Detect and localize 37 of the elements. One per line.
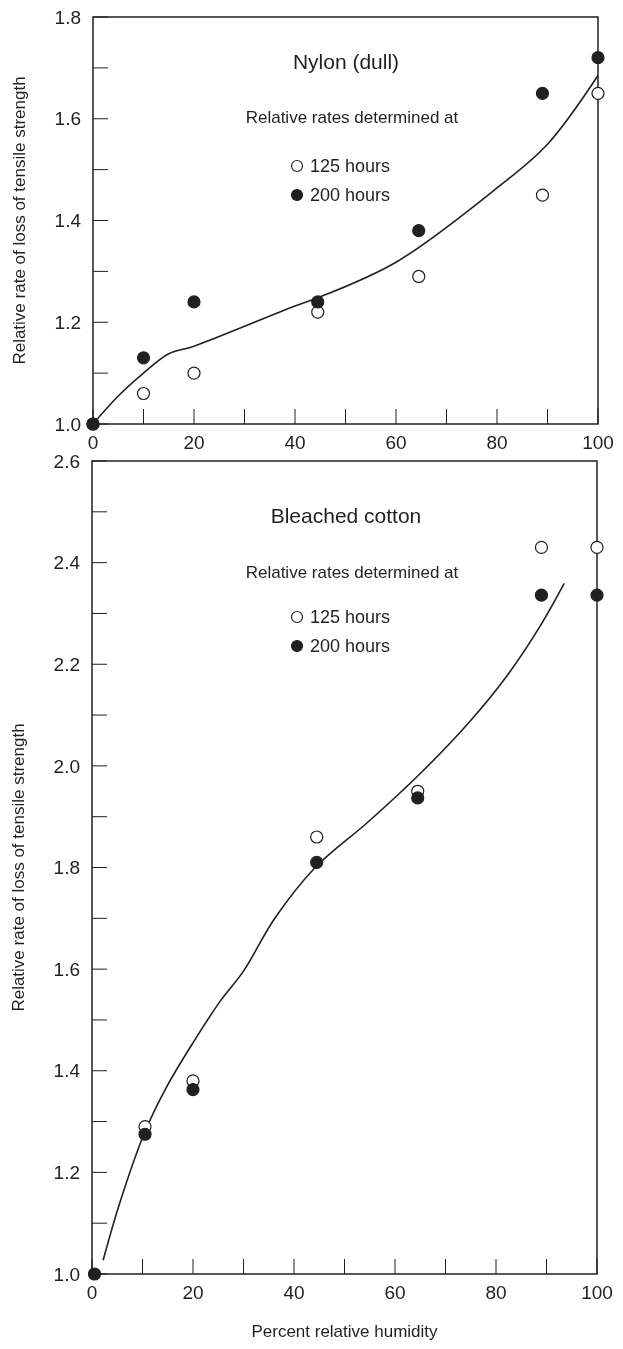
y-axis-title: Relative rate of loss of tensile strength	[10, 76, 29, 365]
y-tick-label: 1.4	[54, 210, 82, 232]
x-tick-label: 60	[385, 432, 407, 453]
legend-title: Relative rates determined at	[245, 108, 459, 127]
x-tick-label: 20	[183, 432, 205, 453]
y-tick-label: 1.2	[54, 311, 81, 333]
x-tick-label: 40	[283, 1282, 305, 1303]
y-tick-label: 1.6	[54, 108, 81, 130]
x-tick-label: 40	[284, 432, 306, 453]
y-tick-label: 2.2	[53, 653, 80, 675]
y-tick-label: 2.4	[53, 552, 81, 574]
y-tick-label: 1.8	[54, 6, 81, 28]
y-tick-label: 1.6	[53, 958, 80, 980]
text: Nylon (dull)	[292, 50, 400, 73]
x-tick-label: 100	[582, 432, 614, 453]
text: Bleached cotton	[270, 504, 422, 527]
y-tick-label: 1.8	[53, 857, 80, 879]
y-tick-label: 1.4	[53, 1060, 81, 1082]
legend-title: Relative rates determined at	[245, 563, 459, 582]
y-tick-label: 1.2	[53, 1162, 80, 1184]
x-tick-label: 100	[581, 1282, 613, 1303]
x-tick-label: 80	[486, 432, 508, 453]
x-tick-label: 80	[485, 1282, 507, 1303]
x-tick-label: 60	[384, 1282, 406, 1303]
x-axis-title: Percent relative humidity	[251, 1322, 439, 1341]
legend-label: 125 hours	[310, 156, 391, 176]
legend-label: 200 hours	[310, 185, 391, 205]
y-tick-label: 1.0	[54, 413, 81, 435]
y-tick-label: 1.0	[53, 1263, 80, 1285]
x-tick-label: 0	[87, 432, 99, 453]
legend-label: 125 hours	[310, 607, 391, 627]
y-axis-title: Relative rate of loss of tensile strength	[9, 723, 28, 1012]
x-tick-label: 20	[182, 1282, 204, 1303]
y-tick-label: 2.0	[53, 755, 80, 777]
y-tick-label: 2.6	[53, 450, 80, 472]
x-tick-label: 0	[86, 1282, 98, 1303]
legend-label: 200 hours	[310, 636, 391, 656]
